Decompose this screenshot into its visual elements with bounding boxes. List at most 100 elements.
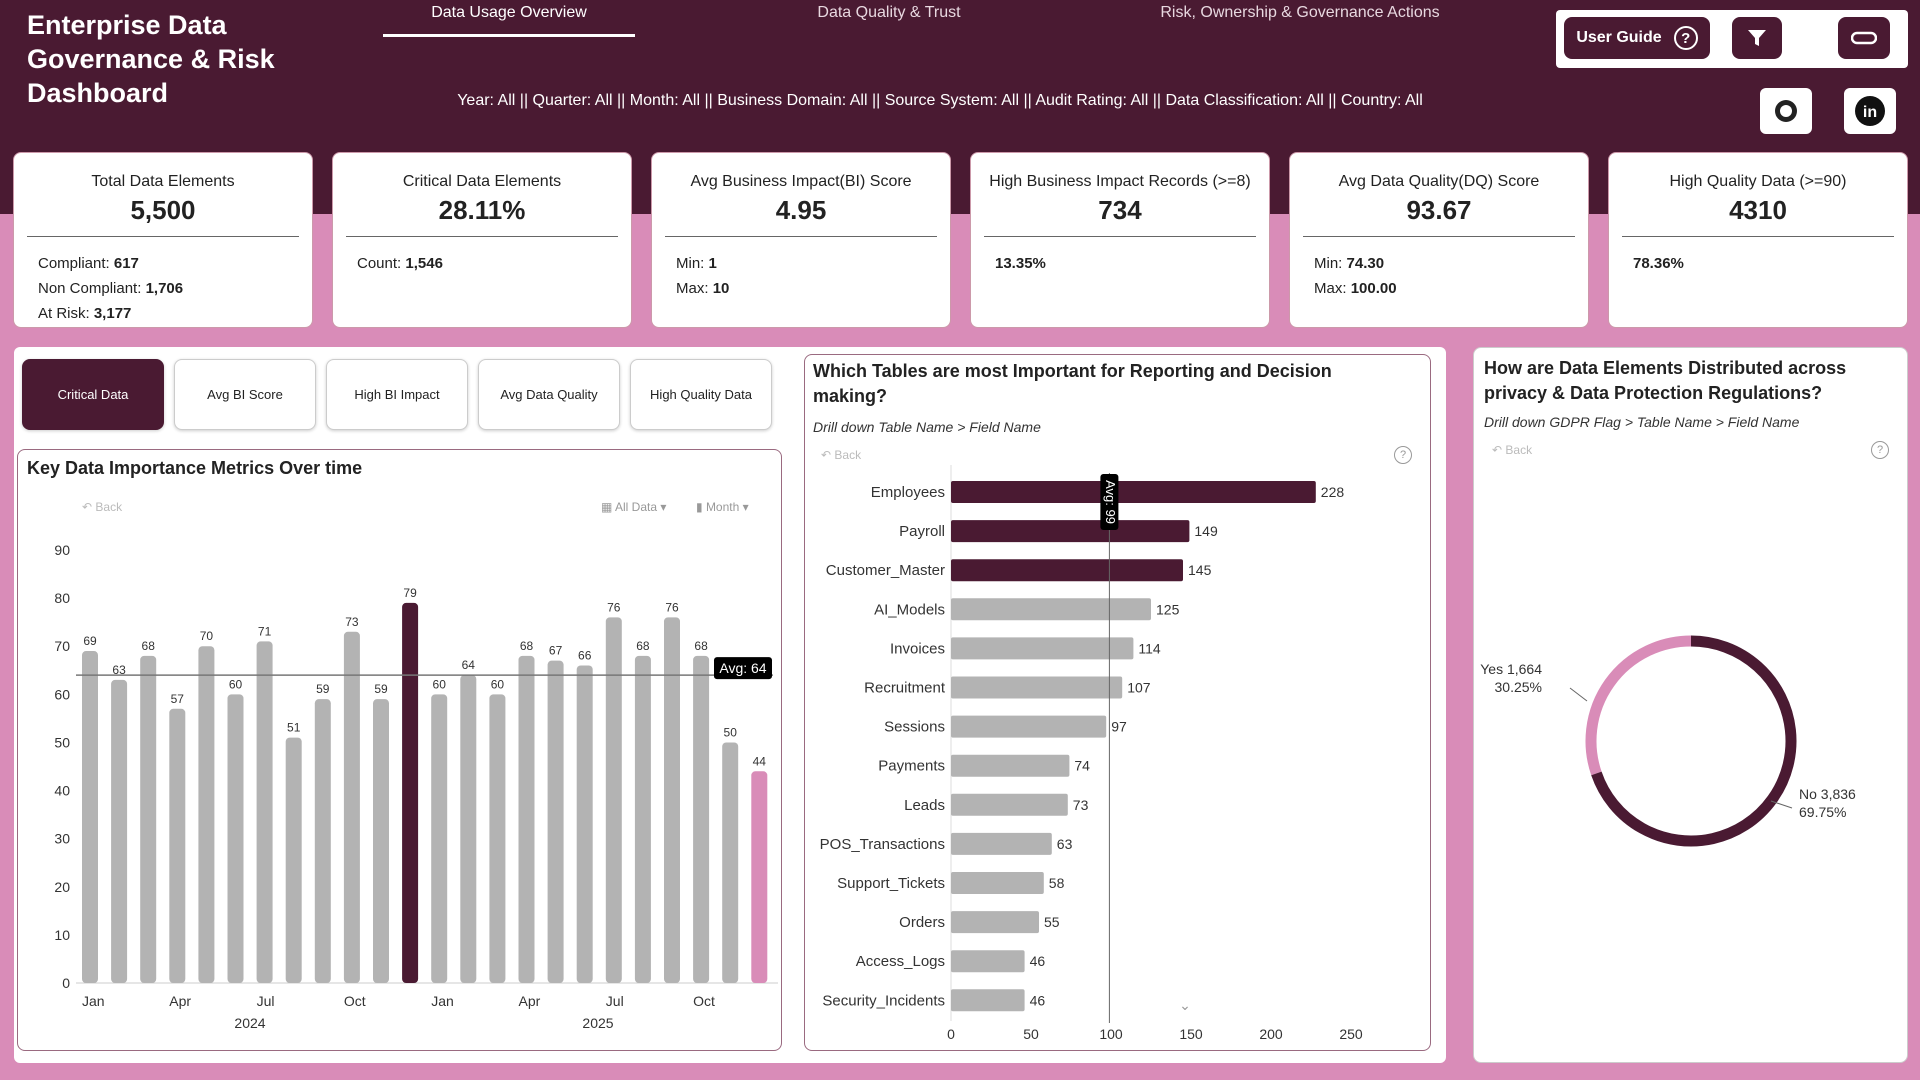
data-label: 69 bbox=[83, 634, 97, 648]
tables-chart-subtitle: Drill down Table Name > Field Name bbox=[813, 419, 1041, 435]
data-label: 73 bbox=[345, 615, 359, 629]
back-label: Back bbox=[1505, 443, 1533, 457]
data-label: 63 bbox=[1057, 836, 1073, 852]
kpi-value: 4310 bbox=[1729, 195, 1787, 225]
bar bbox=[951, 950, 1025, 973]
bar bbox=[402, 602, 419, 983]
back-button[interactable]: ↶ Back bbox=[82, 500, 123, 514]
metric-button-avg-bi-score[interactable]: Avg BI Score bbox=[174, 359, 316, 430]
bar bbox=[951, 872, 1044, 894]
kpi-label: Avg Business Impact(BI) Score bbox=[690, 173, 912, 190]
x-tick-label: 0 bbox=[947, 1026, 955, 1042]
kpi-detail: Compliant: 617 bbox=[38, 255, 139, 272]
bar bbox=[951, 832, 1052, 855]
data-label: 60 bbox=[491, 677, 505, 691]
bar bbox=[431, 694, 448, 983]
kpi-label: High Quality Data (>=90) bbox=[1669, 173, 1847, 190]
y-tick-label: 90 bbox=[54, 542, 70, 558]
data-label: 114 bbox=[1138, 640, 1161, 656]
bar bbox=[664, 617, 680, 983]
data-label: 107 bbox=[1127, 680, 1151, 696]
x-tick-label: 100 bbox=[1099, 1026, 1123, 1042]
kpi-card: Total Data Elements 5,500 Compliant: 617 No… bbox=[13, 152, 313, 328]
x-tick-label: 50 bbox=[1023, 1026, 1039, 1042]
kpi-card: Avg Business Impact(BI) Score 4.95 Min: 1 M… bbox=[651, 152, 951, 328]
kpi-value: 734 bbox=[1098, 195, 1142, 225]
bar bbox=[285, 737, 302, 983]
github-button[interactable] bbox=[1760, 88, 1812, 134]
date-filter-dropdown[interactable]: ▦ All Data ▾ bbox=[601, 500, 667, 514]
bar bbox=[140, 655, 157, 983]
y-tick-label: 20 bbox=[54, 879, 70, 895]
data-label: 76 bbox=[665, 600, 679, 614]
help-icon: ? bbox=[1673, 26, 1698, 50]
tables-importance-panel: Which Tables are most Important for Repo… bbox=[804, 354, 1431, 1051]
toolbar: User Guide ? bbox=[1556, 10, 1908, 68]
data-label: 46 bbox=[1030, 992, 1046, 1008]
slice-pct-no: 69.75% bbox=[1799, 804, 1846, 820]
tab-risk-ownership-governance[interactable]: Risk, Ownership & Governance Actions bbox=[1160, 4, 1440, 21]
kpi-detail: Count: 1,546 bbox=[357, 255, 443, 272]
data-label: 64 bbox=[462, 658, 476, 672]
metric-button-high-bi-impact[interactable]: High BI Impact bbox=[326, 359, 468, 430]
kpi-detail: Non Compliant: 1,706 bbox=[38, 280, 184, 297]
kpi-value: 5,500 bbox=[130, 195, 196, 225]
bar bbox=[489, 694, 506, 983]
metric-button-critical-data[interactable]: Critical Data bbox=[22, 359, 164, 430]
kpi-value: 93.67 bbox=[1406, 195, 1472, 225]
dashboard-title: Enterprise Data Governance & Risk Dashbo… bbox=[27, 10, 275, 108]
data-label: 63 bbox=[112, 663, 126, 677]
tab-data-quality-trust[interactable]: Data Quality & Trust bbox=[817, 4, 961, 21]
kpi-card: Avg Data Quality(DQ) Score 93.67 Min: 74.3… bbox=[1289, 152, 1589, 328]
category-label: Sessions bbox=[884, 719, 945, 736]
data-label: 66 bbox=[578, 648, 592, 662]
average-label: Avg: 64 bbox=[719, 660, 766, 676]
date-filter-label: All Data bbox=[615, 500, 658, 514]
filter-button[interactable] bbox=[1732, 17, 1782, 59]
kpi-detail: 13.35% bbox=[995, 255, 1046, 272]
data-label: 60 bbox=[229, 677, 243, 691]
kpi-detail: Min: 1 bbox=[676, 255, 717, 272]
linkedin-button[interactable]: in bbox=[1844, 88, 1896, 134]
bar bbox=[951, 911, 1039, 934]
bar bbox=[256, 641, 273, 983]
granularity-dropdown[interactable]: ▮ Month ▾ bbox=[696, 500, 749, 514]
bar bbox=[547, 660, 564, 983]
data-label: 50 bbox=[724, 725, 738, 739]
data-label: 68 bbox=[694, 639, 708, 653]
data-label: 68 bbox=[520, 639, 534, 653]
help-icon[interactable]: ? bbox=[1871, 441, 1889, 459]
kpi-value: 4.95 bbox=[775, 195, 827, 225]
metric-button-avg-data-quality[interactable]: Avg Data Quality bbox=[478, 359, 620, 430]
bar bbox=[111, 679, 128, 983]
bar bbox=[169, 708, 186, 983]
data-label: 125 bbox=[1156, 601, 1180, 617]
bar bbox=[227, 694, 244, 983]
y-tick-label: 80 bbox=[54, 590, 70, 606]
metric-button-high-quality-data[interactable]: High Quality Data bbox=[630, 359, 772, 430]
category-label: Customer_Master bbox=[826, 562, 945, 579]
back-button[interactable]: ↶ Back bbox=[821, 448, 862, 462]
year-label: 2024 bbox=[234, 1015, 265, 1031]
tables-bar-chart: Employees 228 Payroll 149 Customer_Master 145… bbox=[820, 465, 1363, 1042]
tab-data-usage-overview[interactable]: Data Usage Overview bbox=[383, 4, 635, 37]
help-icon[interactable]: ? bbox=[1394, 446, 1412, 464]
back-button[interactable]: ↶ Back bbox=[1492, 443, 1533, 457]
category-label: Security_Incidents bbox=[822, 992, 945, 1009]
average-label: Avg: 99 bbox=[1103, 480, 1118, 524]
bar bbox=[951, 481, 1316, 503]
data-label: 51 bbox=[287, 721, 301, 735]
bar bbox=[951, 793, 1068, 816]
reset-button[interactable] bbox=[1838, 17, 1890, 59]
average-badge bbox=[714, 657, 772, 680]
data-label: 149 bbox=[1194, 523, 1218, 539]
x-tick-label: Oct bbox=[344, 993, 366, 1009]
user-guide-button[interactable]: User Guide ? bbox=[1564, 17, 1710, 59]
donut-slice-yes bbox=[1585, 635, 1692, 776]
bar bbox=[518, 655, 535, 983]
slice-label-yes: Yes 1,664 bbox=[1480, 661, 1542, 677]
kpi-detail: Min: 74.30 bbox=[1314, 255, 1385, 272]
y-tick-label: 0 bbox=[62, 975, 70, 991]
data-label: 59 bbox=[374, 682, 388, 696]
category-label: Leads bbox=[904, 797, 945, 814]
